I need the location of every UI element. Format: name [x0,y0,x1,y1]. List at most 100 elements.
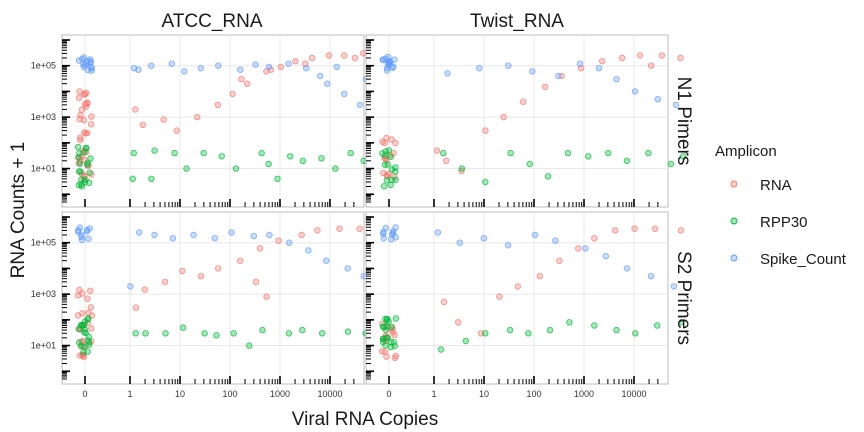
point-rpp30 [142,330,149,337]
point-rpp30 [318,155,325,162]
point-rna [139,121,146,129]
point-spike_count [654,95,661,103]
point-spike_count [582,245,589,252]
point-rpp30 [437,346,445,353]
point-rna [132,106,139,113]
point-rpp30 [382,152,389,159]
point-rna [591,235,598,242]
point-rpp30 [148,175,155,182]
point-spike_count [285,239,293,246]
point-rpp30 [85,341,93,348]
point-spike_count [127,283,134,290]
point-rna [277,63,284,71]
point-rpp30 [76,339,83,346]
point-rna [77,136,84,144]
point-rpp30 [623,157,631,164]
point-rna [496,293,503,300]
point-rpp30 [654,322,661,329]
point-rna [82,130,89,137]
point-spike_count [344,265,351,272]
point-rpp30 [384,334,391,341]
point-spike_count [341,90,348,98]
point-rpp30 [385,147,393,154]
point-rna [658,52,666,59]
point-rna [536,272,543,280]
point-rna [351,54,359,62]
point-rpp30 [388,166,396,173]
point-rna [558,72,565,80]
point-rna [79,290,86,297]
legend-title: Amplicon [715,143,777,160]
point-rpp30 [507,149,514,157]
point-rpp30 [200,149,207,157]
point-rpp30 [86,169,93,176]
point-rpp30 [285,330,293,337]
legend-key-spike_count [730,254,738,262]
y-tick-label: 1e+03 [31,112,56,122]
point-spike_count [356,101,364,109]
point-rna [87,287,94,294]
legend-label-rna: RNA [760,177,792,194]
point-rpp30 [387,343,395,351]
point-rpp30 [332,165,339,172]
point-spike_count [333,63,340,71]
column-strip-label-atcc: ATCC_RNA [162,11,263,32]
point-spike_count [228,229,235,236]
point-rpp30 [85,315,92,322]
x-tick-label: 10 [479,389,489,399]
point-rna [80,116,88,124]
point-rna [308,54,316,62]
point-rna [482,127,489,134]
point-spike_count [211,235,218,242]
point-spike_count [85,235,92,242]
point-spike_count [75,57,83,64]
y-tick-label: 1e+01 [31,341,56,351]
point-rna [214,101,221,109]
point-spike_count [135,66,142,73]
point-rpp30 [482,178,489,186]
point-spike_count [135,229,143,236]
legend-items: RNA RPP30 Spike_Count [730,177,847,268]
point-rpp30 [218,153,225,160]
point-spike_count [434,229,442,236]
point-spike_count [215,62,222,69]
point-rna [314,227,321,234]
point-rna [677,54,684,62]
point-rpp30 [74,143,82,151]
x-tick-label: 1 [431,389,436,399]
point-rna [173,127,180,134]
point-rpp30 [632,330,639,337]
point-rpp30 [381,182,388,190]
point-spike_count [305,247,312,254]
point-spike_count [672,101,680,109]
point-rna [229,90,236,98]
point-spike_count [476,65,483,72]
point-rpp30 [379,338,387,345]
point-rna [84,100,91,107]
point-rpp30 [566,319,573,326]
panel-0-0: 1e+01 1e+03 1e+05 [31,34,382,208]
x-tick-label: 1000 [270,389,290,399]
point-rpp30 [230,330,237,337]
point-spike_count [237,66,244,73]
point-rpp30 [258,149,265,157]
point-rna [356,225,363,232]
point-rpp30 [344,328,352,335]
point-rpp30 [80,343,87,351]
x-axis-title: Viral RNA Copies [292,409,438,430]
point-rpp30 [213,332,220,339]
point-rpp30 [201,330,208,337]
x-tick-label: 10000 [621,389,646,399]
point-rna [677,227,685,234]
point-spike_count [383,67,391,74]
point-rna [238,76,245,83]
point-spike_count [317,72,324,80]
y-tick-label: 1e+01 [31,164,56,174]
point-rna [132,304,140,311]
point-rna [575,245,582,252]
point-rpp30 [274,175,281,182]
point-rna [648,62,655,69]
panel-1-1: 0 1 10 100 1000 10000 [365,211,685,399]
point-spike_count [148,62,155,69]
point-rna [256,245,264,252]
